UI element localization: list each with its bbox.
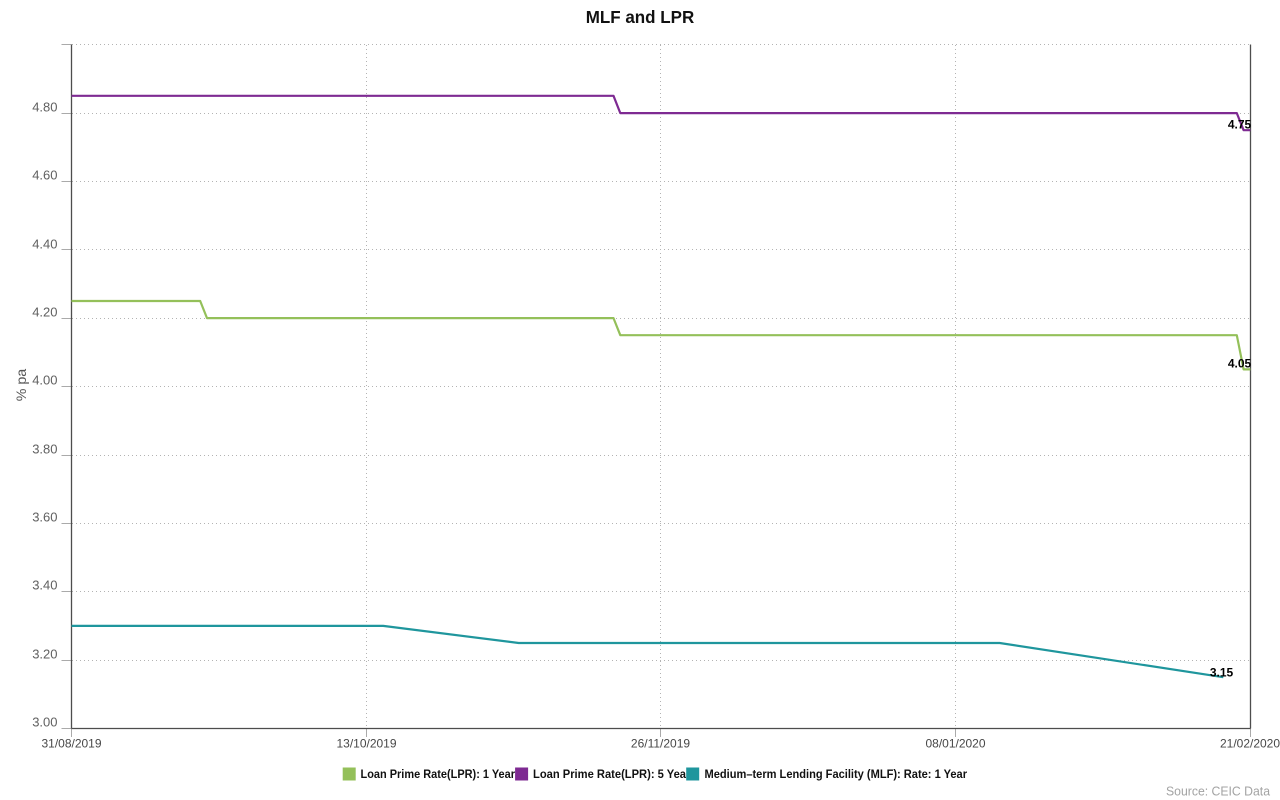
svg-text:% pa: % pa (13, 369, 29, 402)
svg-text:08/01/2020: 08/01/2020 (925, 737, 985, 751)
svg-text:4.60: 4.60 (32, 168, 57, 183)
svg-text:3.80: 3.80 (32, 442, 57, 457)
svg-text:4.75: 4.75 (1228, 117, 1252, 131)
svg-text:Source: CEIC Data: Source: CEIC Data (1166, 784, 1271, 799)
svg-text:MLF and LPR: MLF and LPR (586, 7, 695, 27)
svg-text:3.15: 3.15 (1210, 665, 1234, 679)
svg-text:3.00: 3.00 (32, 715, 57, 730)
svg-text:3.60: 3.60 (32, 510, 57, 525)
svg-text:Loan Prime Rate(LPR): 5 Yea: Loan Prime Rate(LPR): 5 Yea (533, 767, 686, 781)
svg-text:3.20: 3.20 (32, 647, 57, 662)
svg-text:13/10/2019: 13/10/2019 (336, 737, 396, 751)
svg-text:4.00: 4.00 (32, 373, 57, 388)
svg-text:3.40: 3.40 (32, 578, 57, 593)
svg-text:Loan Prime Rate(LPR): 1 Year: Loan Prime Rate(LPR): 1 Year (361, 767, 516, 781)
svg-text:4.05: 4.05 (1228, 356, 1252, 370)
svg-text:4.40: 4.40 (32, 237, 57, 252)
svg-text:26/11/2019: 26/11/2019 (631, 737, 690, 751)
svg-text:4.20: 4.20 (32, 305, 57, 320)
svg-text:21/02/2020: 21/02/2020 (1220, 737, 1280, 751)
svg-text:Medium–term Lending Facility (: Medium–term Lending Facility (MLF): Rate… (705, 767, 968, 781)
svg-text:4.80: 4.80 (32, 100, 57, 115)
svg-text:31/08/2019: 31/08/2019 (41, 737, 101, 751)
